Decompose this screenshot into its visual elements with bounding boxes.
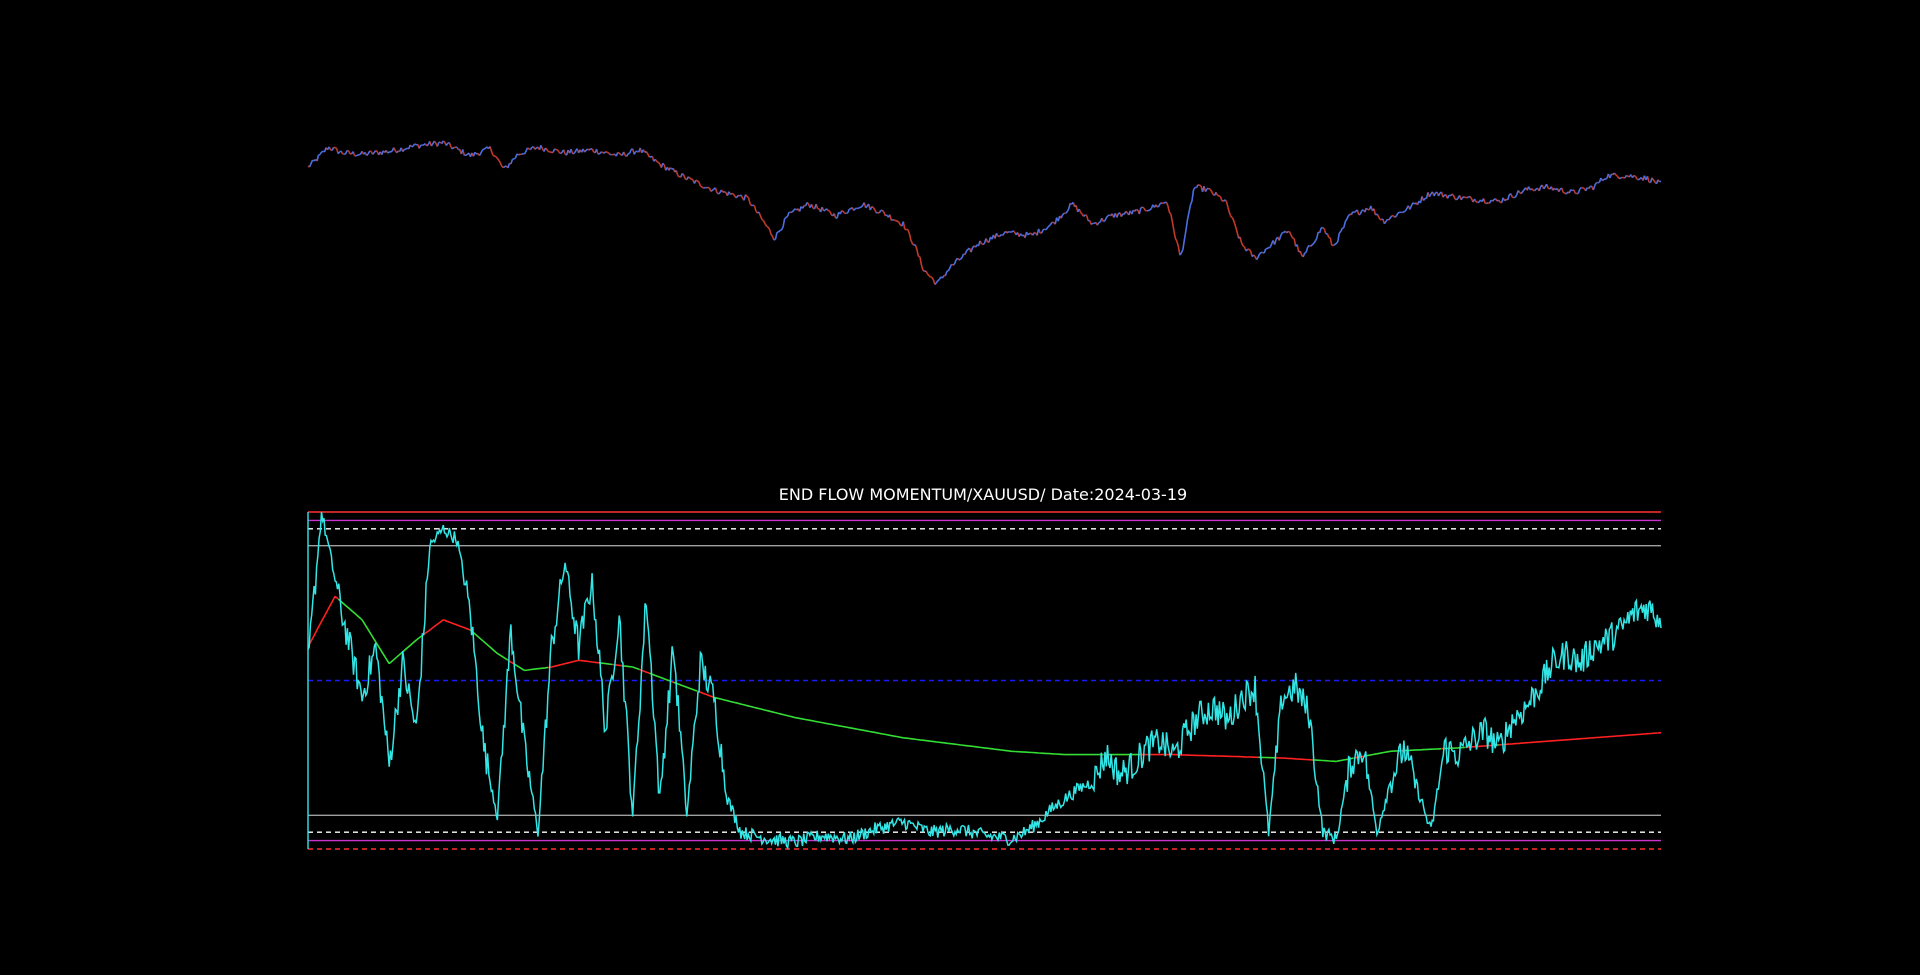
oscillator-title: END FLOW MOMENTUM/XAUUSD/ Date:2024-03-1… bbox=[779, 485, 1187, 504]
price-series-down bbox=[307, 140, 1661, 285]
price-series-up bbox=[308, 140, 1662, 286]
price-panel bbox=[307, 140, 1662, 286]
oscillator-line bbox=[307, 511, 1662, 850]
oscillator-panel bbox=[307, 511, 1662, 850]
